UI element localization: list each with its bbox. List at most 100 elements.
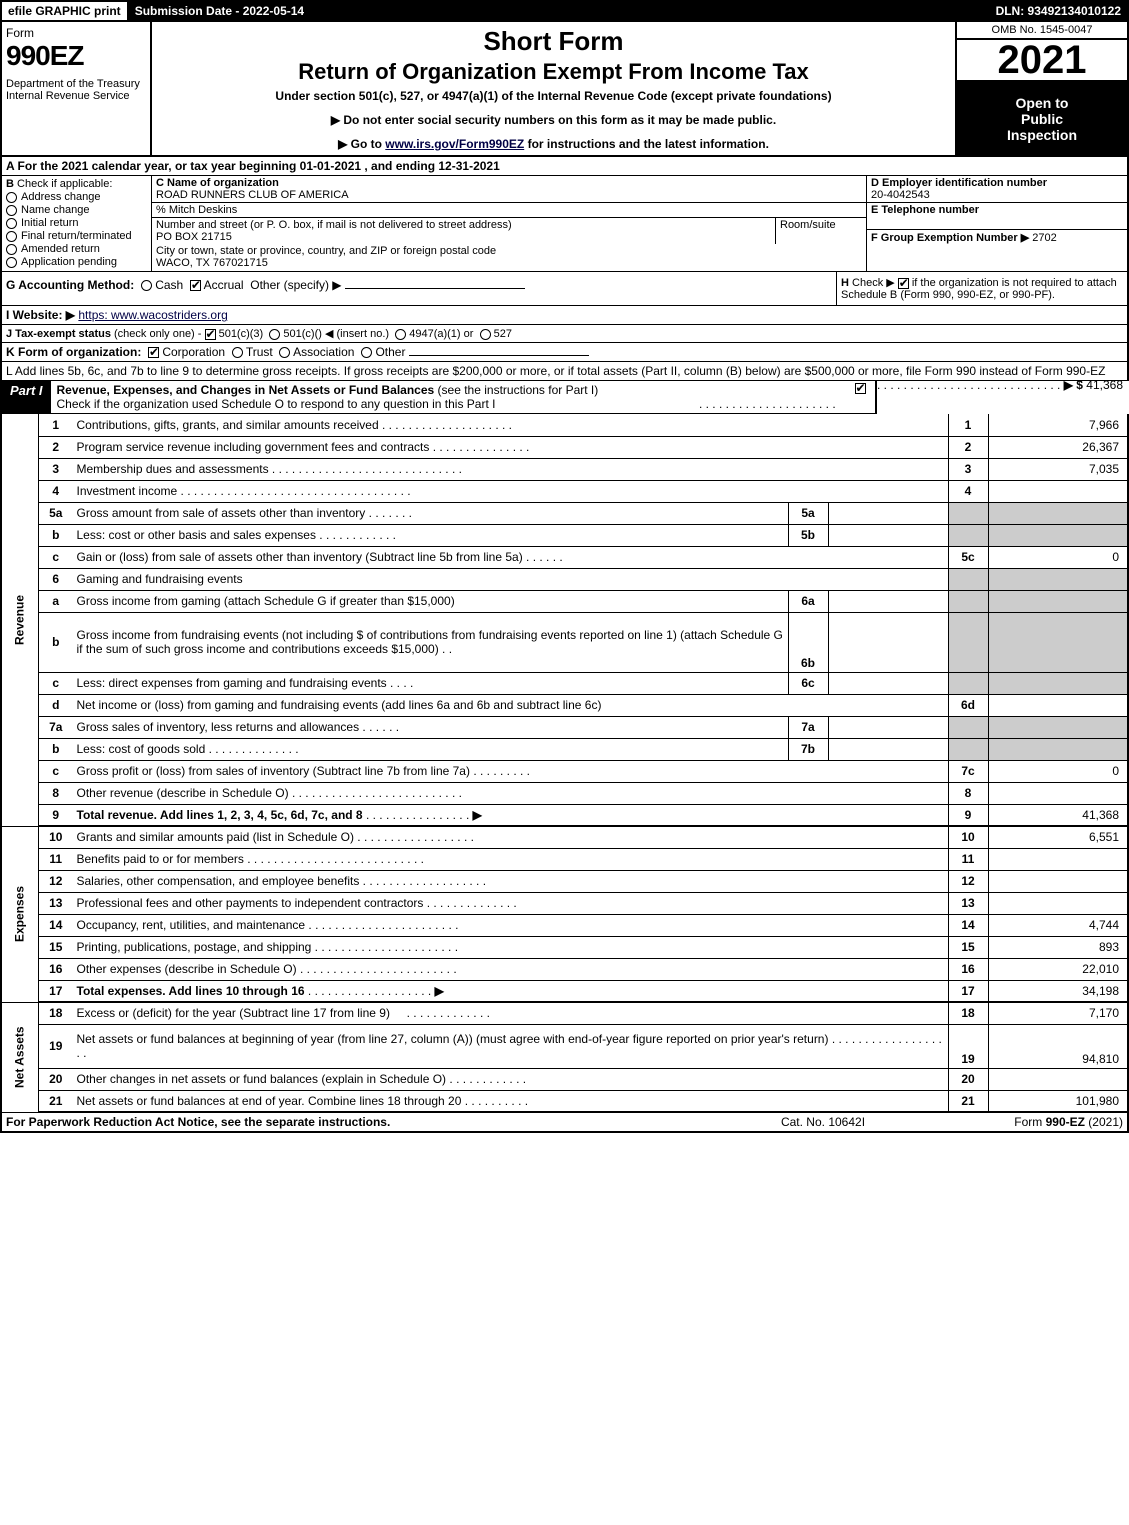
- netassets-side-label: Net Assets: [1, 1002, 39, 1112]
- form-word: Form: [6, 26, 146, 40]
- website-link[interactable]: https: www.wacostriders.org: [78, 308, 227, 322]
- part1-tag: Part I: [2, 381, 51, 413]
- radio-trust[interactable]: [232, 347, 243, 358]
- revenue-table: Revenue 1 Contributions, gifts, grants, …: [0, 414, 1129, 1113]
- part1-note: (see the instructions for Part I): [438, 383, 599, 397]
- line-i: I Website: ▶ https: www.wacostriders.org: [0, 306, 1129, 325]
- paperwork-notice: For Paperwork Reduction Act Notice, see …: [6, 1115, 723, 1129]
- city-label: City or town, state or province, country…: [156, 245, 496, 257]
- part1-title: Revenue, Expenses, and Changes in Net As…: [57, 383, 435, 397]
- other-specify-input[interactable]: [345, 288, 525, 289]
- room-suite-label: Room/suite: [776, 218, 866, 244]
- chk-name-change[interactable]: Name change: [6, 204, 147, 216]
- d-row: D Employer identification number 20-4042…: [867, 176, 1127, 203]
- short-form-title: Short Form: [160, 26, 947, 57]
- c-name-row: C Name of organization ROAD RUNNERS CLUB…: [152, 176, 866, 203]
- chk-final-return[interactable]: Final return/terminated: [6, 230, 147, 242]
- table-row: b Less: cost or other basis and sales ex…: [1, 524, 1128, 546]
- k-other-input[interactable]: [409, 355, 589, 356]
- table-row: a Gross income from gaming (attach Sched…: [1, 590, 1128, 612]
- chk-accrual[interactable]: [190, 280, 201, 291]
- table-row: Expenses 10 Grants and similar amounts p…: [1, 826, 1128, 848]
- group-exemption-value: 2702: [1032, 232, 1056, 244]
- radio-other[interactable]: [361, 347, 372, 358]
- g-row: G Accounting Method: Cash Accrual Other …: [2, 272, 837, 305]
- inspect-line1: Open to: [961, 95, 1123, 111]
- efile-label[interactable]: efile GRAPHIC print: [2, 2, 129, 20]
- table-row: d Net income or (loss) from gaming and f…: [1, 694, 1128, 716]
- chk-schedule-o[interactable]: [855, 383, 866, 394]
- radio-501c[interactable]: [269, 329, 280, 340]
- l-arrow: ▶ $: [1064, 378, 1083, 392]
- table-row: c Gain or (loss) from sale of assets oth…: [1, 546, 1128, 568]
- city-state-zip: WACO, TX 767021715: [156, 257, 268, 269]
- b-text: Check if applicable:: [17, 178, 112, 190]
- instr2-pre: ▶ Go to: [338, 137, 385, 151]
- table-row: 20 Other changes in net assets or fund b…: [1, 1068, 1128, 1090]
- b-label: B: [6, 178, 14, 190]
- tax-year: 2021: [957, 40, 1127, 82]
- catalog-number: Cat. No. 10642I: [723, 1115, 923, 1129]
- table-row: c Less: direct expenses from gaming and …: [1, 672, 1128, 694]
- radio-association[interactable]: [279, 347, 290, 358]
- part1-header: Part I Revenue, Expenses, and Changes in…: [0, 381, 877, 414]
- header-center: Short Form Return of Organization Exempt…: [152, 22, 957, 155]
- l-text: L Add lines 5b, 6c, and 7b to line 9 to …: [6, 364, 1105, 378]
- part1-text: Revenue, Expenses, and Changes in Net As…: [51, 381, 845, 413]
- radio-4947[interactable]: [395, 329, 406, 340]
- c-care-of: % Mitch Deskins: [152, 203, 866, 218]
- col-b: B Check if applicable: Address change Na…: [2, 176, 152, 271]
- radio-cash[interactable]: [141, 280, 152, 291]
- i-label: I Website: ▶: [6, 308, 75, 322]
- line-j: J Tax-exempt status (check only one) - 5…: [0, 325, 1129, 343]
- chk-initial-return[interactable]: Initial return: [6, 217, 147, 229]
- table-row: 12 Salaries, other compensation, and emp…: [1, 870, 1128, 892]
- h-row: H Check ▶ if the organization is not req…: [837, 272, 1127, 305]
- f-label: F Group Exemption Number: [871, 232, 1018, 244]
- chk-schedule-b[interactable]: [898, 278, 909, 289]
- gross-receipts: 41,368: [1086, 378, 1123, 392]
- line-a: A For the 2021 calendar year, or tax yea…: [0, 157, 1129, 176]
- page-footer: For Paperwork Reduction Act Notice, see …: [0, 1113, 1129, 1133]
- table-row: 16 Other expenses (describe in Schedule …: [1, 958, 1128, 980]
- table-row: 11 Benefits paid to or for members . . .…: [1, 848, 1128, 870]
- addr-label: Number and street (or P. O. box, if mail…: [156, 219, 512, 231]
- f-arrow: ▶: [1021, 232, 1029, 244]
- line-k: K Form of organization: Corporation Trus…: [0, 343, 1129, 362]
- line-l: L Add lines 5b, 6c, and 7b to line 9 to …: [0, 362, 1129, 381]
- ein-value: 20-4042543: [871, 189, 930, 201]
- k-label: K Form of organization:: [6, 345, 141, 359]
- table-row: 6 Gaming and fundraising events: [1, 568, 1128, 590]
- chk-amended-return[interactable]: Amended return: [6, 243, 147, 255]
- table-row: 3 Membership dues and assessments . . . …: [1, 458, 1128, 480]
- c-name-label: C Name of organization: [156, 177, 279, 189]
- part1-sub: Check if the organization used Schedule …: [57, 397, 496, 411]
- table-row: 2 Program service revenue including gove…: [1, 436, 1128, 458]
- j-note: (check only one) -: [114, 328, 201, 340]
- instr2-post: for instructions and the latest informat…: [524, 137, 769, 151]
- table-row: c Gross profit or (loss) from sales of i…: [1, 760, 1128, 782]
- h-label: H: [841, 277, 849, 289]
- table-row: 8 Other revenue (describe in Schedule O)…: [1, 782, 1128, 804]
- radio-527[interactable]: [480, 329, 491, 340]
- form-header: Form 990EZ Department of the Treasury In…: [0, 22, 1129, 157]
- table-row: 15 Printing, publications, postage, and …: [1, 936, 1128, 958]
- topbar-spacer: [312, 2, 989, 20]
- col-def: D Employer identification number 20-4042…: [867, 176, 1127, 271]
- block-gh: G Accounting Method: Cash Accrual Other …: [0, 272, 1129, 306]
- block-bcdef: B Check if applicable: Address change Na…: [0, 176, 1129, 272]
- h-text1: Check ▶: [852, 277, 895, 289]
- table-row: 9 Total revenue. Add lines 1, 2, 3, 4, 5…: [1, 804, 1128, 826]
- header-right: OMB No. 1545-0047 2021 Open to Public In…: [957, 22, 1127, 155]
- main-title: Return of Organization Exempt From Incom…: [160, 59, 947, 85]
- chk-501c3[interactable]: [205, 329, 216, 340]
- department: Department of the Treasury Internal Reve…: [6, 78, 146, 102]
- f-row: F Group Exemption Number ▶ 2702: [867, 230, 1127, 245]
- irs-link[interactable]: www.irs.gov/Form990EZ: [385, 137, 524, 151]
- e-label: E Telephone number: [871, 204, 979, 216]
- inspect-line2: Public: [961, 111, 1123, 127]
- chk-address-change[interactable]: Address change: [6, 191, 147, 203]
- chk-corporation[interactable]: [148, 347, 159, 358]
- table-row: 17 Total expenses. Add lines 10 through …: [1, 980, 1128, 1002]
- chk-application-pending[interactable]: Application pending: [6, 256, 147, 268]
